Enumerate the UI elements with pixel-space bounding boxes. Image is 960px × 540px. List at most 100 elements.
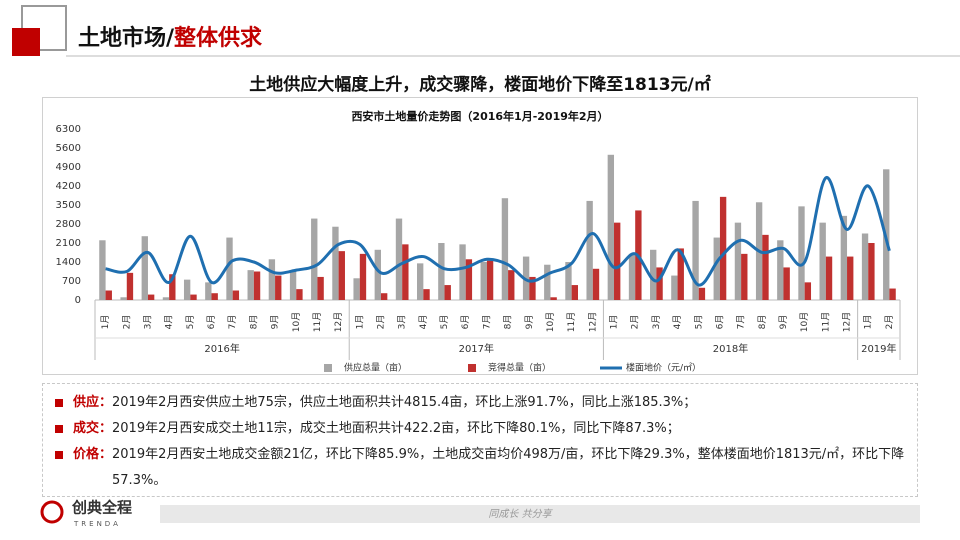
note-text: 2019年2月西安成交土地11宗，成交土地面积共计422.2亩，环比下降80.1… (112, 421, 680, 436)
bar (586, 200, 593, 300)
bar (819, 222, 826, 300)
bar (423, 289, 430, 300)
x-tick-label: 6月 (714, 315, 725, 330)
x-tick-label: 10月 (291, 312, 302, 332)
bar (374, 249, 381, 300)
x-tick-label: 10月 (799, 312, 810, 332)
price-line (105, 176, 891, 287)
header-title: 土地市场/ (78, 26, 175, 51)
bar (671, 275, 678, 300)
bar (713, 237, 720, 300)
bar (565, 262, 572, 300)
x-tick-label: 6月 (460, 315, 471, 330)
x-tick-label: 12月 (587, 312, 598, 332)
x-tick-label: 6月 (206, 315, 217, 330)
bar (247, 270, 254, 300)
bar (465, 259, 473, 300)
y-tick-label: 3500 (56, 200, 81, 211)
x-tick-label: 8月 (248, 315, 259, 330)
y-tick-label: 2100 (56, 238, 81, 249)
y-tick-label: 0 (75, 295, 81, 306)
bar (183, 279, 191, 300)
y-tick-label: 700 (62, 276, 81, 287)
bar (656, 267, 663, 300)
x-group-label: 2016年 (204, 342, 239, 355)
bar (861, 233, 869, 300)
header-title-red: 整体供求 (174, 26, 263, 51)
brand-en: TRENDA (73, 520, 121, 528)
bar (889, 288, 896, 300)
x-tick-label: 5月 (185, 315, 196, 330)
bar (296, 289, 303, 300)
bullet (55, 425, 63, 433)
bullet (55, 451, 63, 459)
x-tick-label: 9月 (524, 315, 535, 330)
bar (275, 275, 282, 300)
bar (571, 285, 578, 300)
x-tick-label: 3月 (142, 315, 153, 330)
bar (480, 262, 487, 300)
notes: 供应： 2019年2月西安供应土地75宗，供应土地面积共计4815.4亩，环比上涨… (42, 383, 918, 497)
note-text: 2019年2月西安土地成交金额21亿，环比下降85.9%，土地成交亩均价498万… (112, 447, 905, 488)
x-tick-label: 3月 (397, 315, 408, 330)
x-tick-label: 11月 (312, 312, 323, 332)
note-label: 成交： (73, 421, 113, 436)
bar (232, 290, 240, 300)
x-group-label: 2019年 (861, 342, 896, 355)
bar (253, 271, 261, 300)
bar (825, 256, 833, 300)
bar (268, 259, 276, 300)
x-tick-label: 9月 (778, 315, 789, 330)
bar (205, 282, 212, 300)
bar (762, 234, 769, 300)
bar (804, 282, 812, 300)
bar (840, 215, 848, 300)
bullet (55, 399, 63, 407)
bar (332, 226, 339, 300)
x-tick-label: 8月 (503, 315, 514, 330)
chart-title: 西安市土地量价走势图（2016年1月-2019年2月） (351, 109, 608, 123)
note-label: 供应： (73, 395, 113, 410)
x-tick-label: 9月 (270, 315, 281, 330)
bar (847, 256, 854, 300)
bar (289, 271, 297, 300)
x-tick-label: 7月 (481, 315, 492, 330)
note-label: 价格： (73, 447, 113, 462)
note-text: 2019年2月西安供应土地75宗，供应土地面积共计4815.4亩，环比上涨91.… (112, 395, 697, 410)
bar (380, 293, 388, 300)
x-tick-label: 12月 (333, 312, 344, 332)
bar (141, 236, 148, 300)
bar (692, 200, 699, 300)
brand: 创典全程 (71, 499, 132, 517)
bar (607, 154, 615, 300)
header-icon-fill (12, 28, 40, 56)
bar (550, 297, 557, 300)
note: 成交： 2019年2月西安成交土地11宗，成交土地面积共计422.2亩，环比下降8… (55, 416, 907, 442)
bar (317, 276, 324, 300)
bar (677, 248, 684, 300)
x-group-label: 2018年 (713, 342, 748, 355)
legend-swatch (324, 364, 332, 372)
x-tick-label: 7月 (227, 315, 238, 330)
bar (783, 267, 790, 300)
bar (395, 218, 403, 300)
legend-swatch (468, 364, 476, 372)
bar (190, 294, 197, 300)
x-tick-label: 7月 (736, 315, 747, 330)
bar (359, 253, 367, 300)
bar (438, 243, 445, 300)
y-tick-label: 6300 (56, 124, 81, 135)
bar (459, 244, 466, 300)
bar (402, 244, 409, 300)
bar (486, 260, 494, 300)
subtitle: 土地供应大幅度上升，成交骤降，楼面地价下降至1813元/㎡ (249, 75, 711, 95)
bar (338, 251, 345, 300)
bar (592, 268, 600, 300)
header: 土地市场/整体供求 (78, 20, 262, 52)
legend-label: 供应总量（亩） (344, 362, 407, 374)
bar (501, 198, 509, 300)
bar (719, 196, 727, 300)
x-tick-label: 4月 (418, 315, 429, 330)
